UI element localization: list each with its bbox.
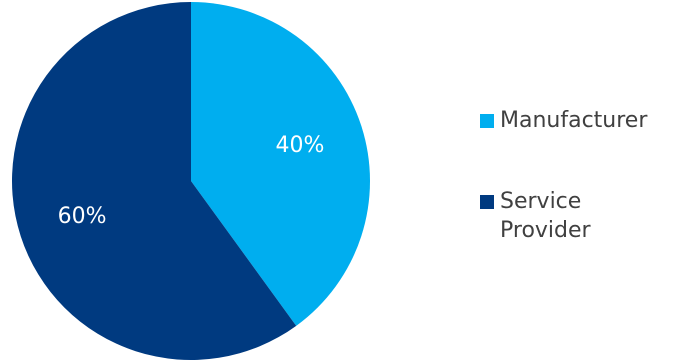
pie-slice-service-provider [11, 2, 297, 360]
legend-swatch-service-provider [480, 195, 494, 209]
pie-slice-manufacturer [191, 2, 370, 326]
legend-swatch-manufacturer [480, 114, 494, 128]
data-label-manufacturer: 40% [275, 133, 324, 158]
legend-label-manufacturer: Manufacturer [500, 108, 648, 133]
legend-item-service-provider: Service Provider [480, 187, 692, 245]
legend-item-manufacturer: Manufacturer [480, 106, 692, 135]
data-label-service-provider: 60% [58, 204, 107, 229]
chart-legend: Manufacturer Service Provider [480, 106, 692, 245]
legend-label-service-provider: Service Provider [500, 189, 591, 243]
